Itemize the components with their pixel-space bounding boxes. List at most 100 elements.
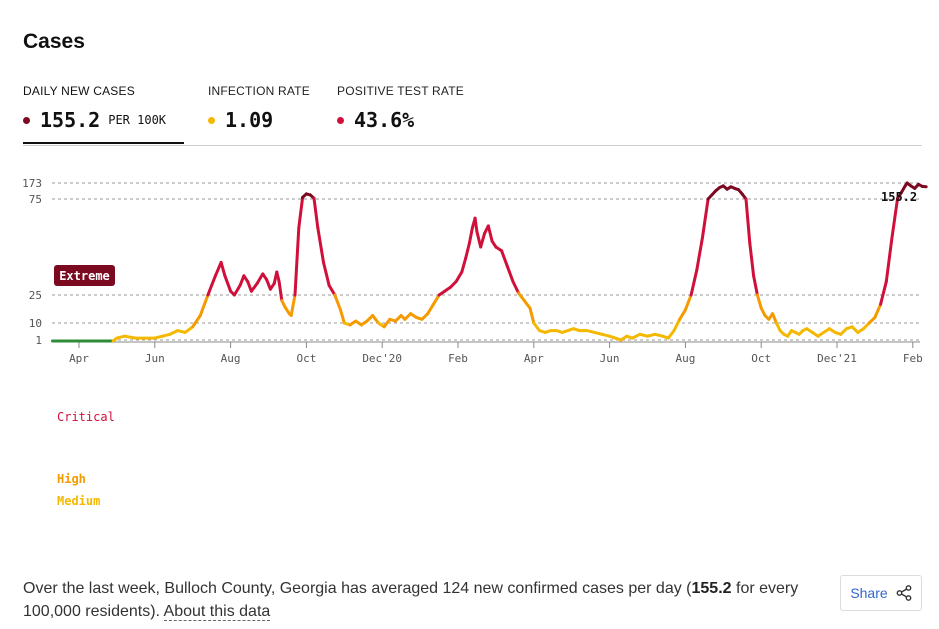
x-tick-label: Aug [221, 352, 241, 365]
series-line-segment [183, 325, 195, 334]
x-tick-label: Apr [69, 352, 89, 365]
series-line-segment [678, 308, 687, 321]
x-tick-label: Feb [448, 352, 468, 365]
series-line-segment [277, 280, 284, 303]
series-line-segment [689, 268, 699, 297]
cases-chart: 1 10 25 75 173 Apr Jun Aug Oct Dec'20 Feb Apr Jun Aug… [22, 177, 928, 508]
selected-tab-underline [23, 142, 184, 144]
series-line-segment [454, 270, 464, 284]
series-line-segment [297, 195, 305, 230]
tab-infection-rate[interactable]: INFECTION RATE 1.09 [208, 84, 310, 132]
band-label-medium: Medium [57, 494, 100, 508]
series-line-segment [249, 282, 259, 293]
series-line-segment [289, 293, 297, 317]
metric-label: POSITIVE TEST RATE [337, 84, 464, 98]
band-label-high: High [57, 472, 86, 486]
series-line-segment [683, 293, 693, 312]
page-title: Cases [23, 30, 85, 53]
band-label-extreme: Extreme [59, 269, 110, 283]
x-tick-label: Feb [903, 352, 923, 365]
series-line-segment [467, 226, 474, 245]
series-line-segment [771, 312, 778, 325]
series-line-segment [505, 264, 515, 284]
series-line-segment [460, 257, 468, 274]
series-line-segment [312, 196, 320, 230]
series-line-segment [517, 291, 526, 303]
dot-icon [337, 116, 344, 124]
series-line-segment [486, 224, 494, 243]
series-line-segment [522, 299, 532, 310]
x-tick-label: Jun [600, 352, 620, 365]
band-label-critical: Critical [57, 410, 115, 424]
share-button[interactable]: Share [840, 575, 922, 611]
series-line-segment [339, 308, 346, 325]
series-line-segment [744, 197, 752, 245]
y-tick-label: 1 [35, 334, 42, 347]
y-tick-label: 173 [22, 177, 42, 190]
metric-value: 155.2 [40, 108, 101, 132]
series-line-segment [206, 274, 217, 297]
series-line-segment [752, 274, 759, 297]
series-line-segment [293, 226, 301, 297]
series-line-segment [532, 321, 541, 333]
extreme-band-badge [54, 265, 115, 286]
tab-divider [23, 145, 922, 146]
x-tick-label: Oct [751, 352, 771, 365]
series-line-segment [223, 274, 233, 293]
series-line-segment [191, 314, 202, 329]
series-line-segment [672, 317, 682, 333]
series-line-segment [275, 270, 281, 284]
summary-bold-value: 155.2 [691, 580, 732, 597]
x-tick-label: Oct [296, 352, 316, 365]
end-value-label: 155.2 [881, 190, 917, 204]
series-line-segment [213, 260, 223, 278]
series-line-segment [528, 306, 536, 325]
summary-text-before: Over the last week, Bulloch County, Geor… [23, 580, 692, 597]
tab-positive-test-rate[interactable]: POSITIVE TEST RATE 43.6% [337, 84, 464, 132]
series-line-segment [479, 232, 486, 249]
series-line-segment [748, 241, 756, 278]
series-line-segment [123, 334, 138, 340]
series-line-segment [322, 260, 331, 287]
metric-label: DAILY NEW CASES [23, 84, 135, 98]
x-tick-label: Apr [524, 352, 544, 365]
series-line-segment [884, 235, 894, 284]
series-line-segment [431, 293, 441, 306]
share-label: Share [850, 585, 888, 601]
y-tick-label: 25 [29, 289, 42, 302]
metric-label: INFECTION RATE [208, 84, 310, 98]
series-line-segment [890, 196, 900, 239]
y-tick-label: 10 [29, 317, 42, 330]
x-tick-label: Jun [145, 352, 165, 365]
series-line-segment [879, 280, 888, 306]
metric-unit: PER 100K [108, 113, 167, 127]
x-tick-label: Dec'20 [362, 352, 402, 365]
tab-daily-new-cases[interactable]: DAILY NEW CASES 155.2 PER 100K [23, 84, 166, 132]
x-tick-label: Dec'21 [817, 352, 857, 365]
x-tick-label: Aug [675, 352, 695, 365]
series-line-segment [371, 314, 380, 325]
series-line-segment [316, 226, 325, 264]
dot-icon [208, 116, 215, 124]
about-data-link[interactable]: About this data [163, 603, 271, 621]
series-line-segment [464, 241, 471, 260]
series-line-segment [873, 302, 883, 319]
summary-text: Over the last week, Bulloch County, Geor… [23, 577, 813, 623]
series-line-segment [511, 280, 521, 295]
series-line-segment [255, 272, 265, 285]
series-line-segment [701, 197, 710, 239]
series-line-segment [232, 283, 242, 297]
share-icon [896, 585, 912, 601]
series-line-segment [666, 329, 676, 340]
series-line-segment [382, 317, 392, 329]
series-line-segment [219, 260, 227, 278]
series-line-segment [327, 283, 337, 297]
metric-value: 1.09 [225, 108, 274, 132]
series-line-segment [695, 235, 704, 272]
metric-value: 43.6% [354, 108, 415, 132]
series-line-segment [473, 216, 479, 234]
series-line-segment [500, 249, 509, 268]
summary-text-after: for every 100,000 residents). [23, 580, 799, 620]
y-tick-label: 75 [29, 193, 42, 206]
series-line-segment [755, 293, 763, 310]
